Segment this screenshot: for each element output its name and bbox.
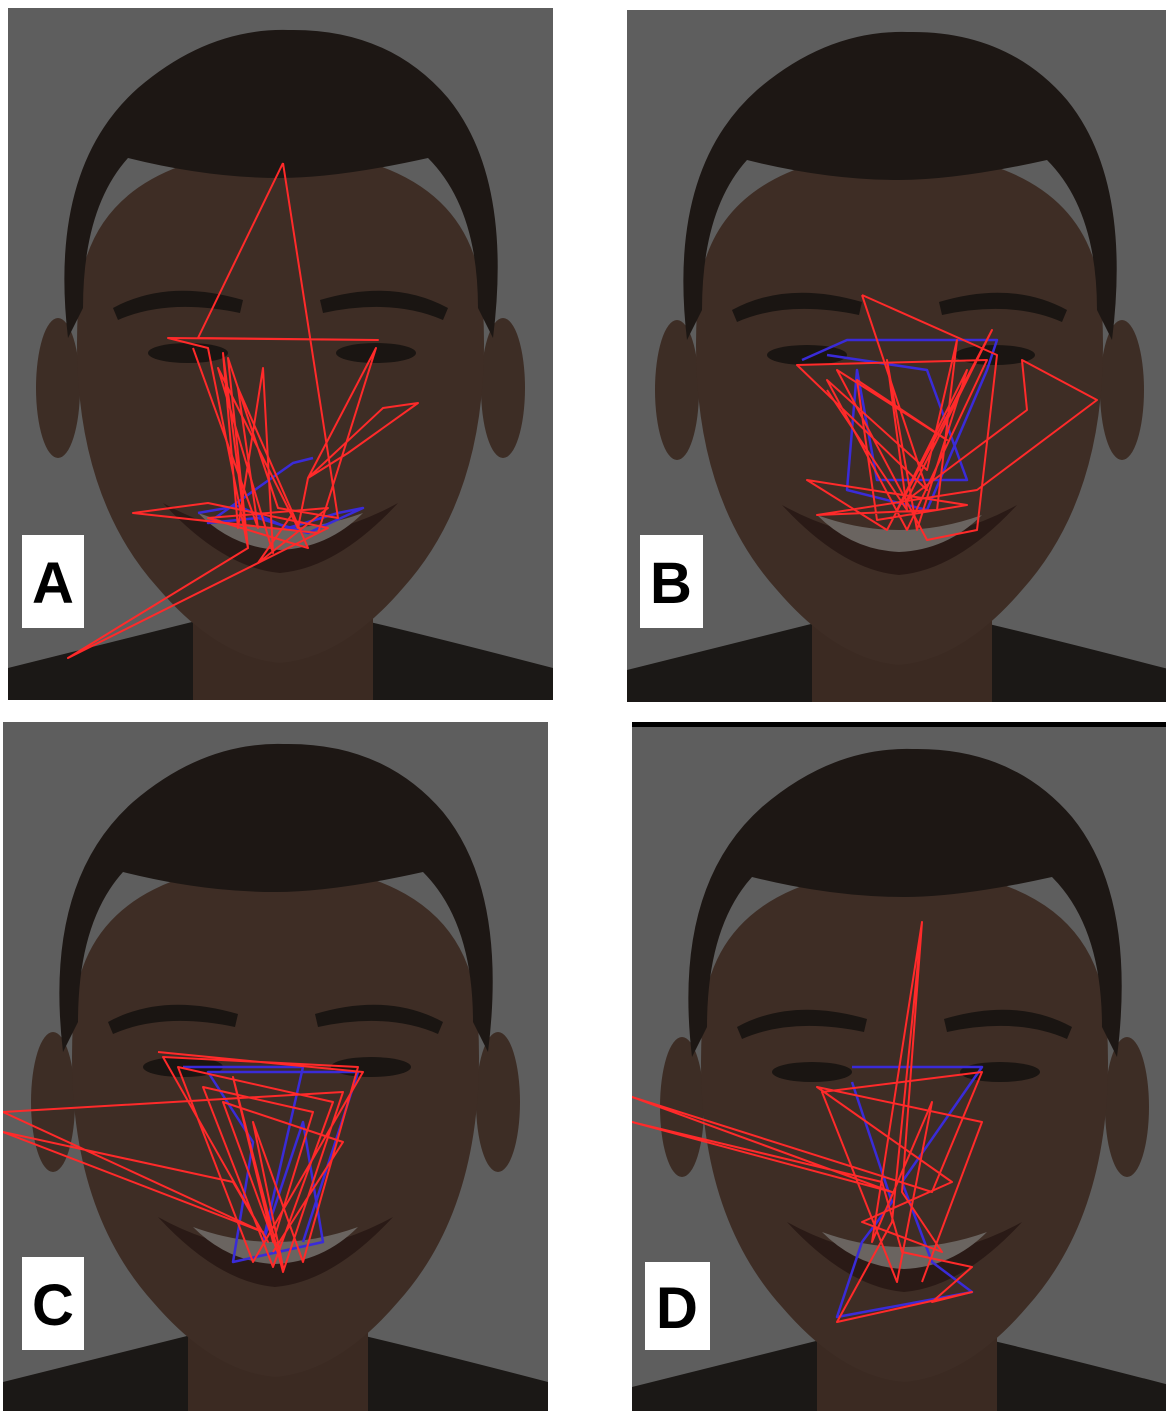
figure: A B C D [0,0,1166,1411]
panel-a [8,8,553,700]
panel-label: C [32,1273,74,1338]
panel-d [632,722,1166,1411]
panel-c [3,722,548,1411]
panel-label: B [650,551,692,616]
panel-label: D [656,1276,698,1341]
panel-label: A [32,551,74,616]
panel-b [627,10,1166,702]
